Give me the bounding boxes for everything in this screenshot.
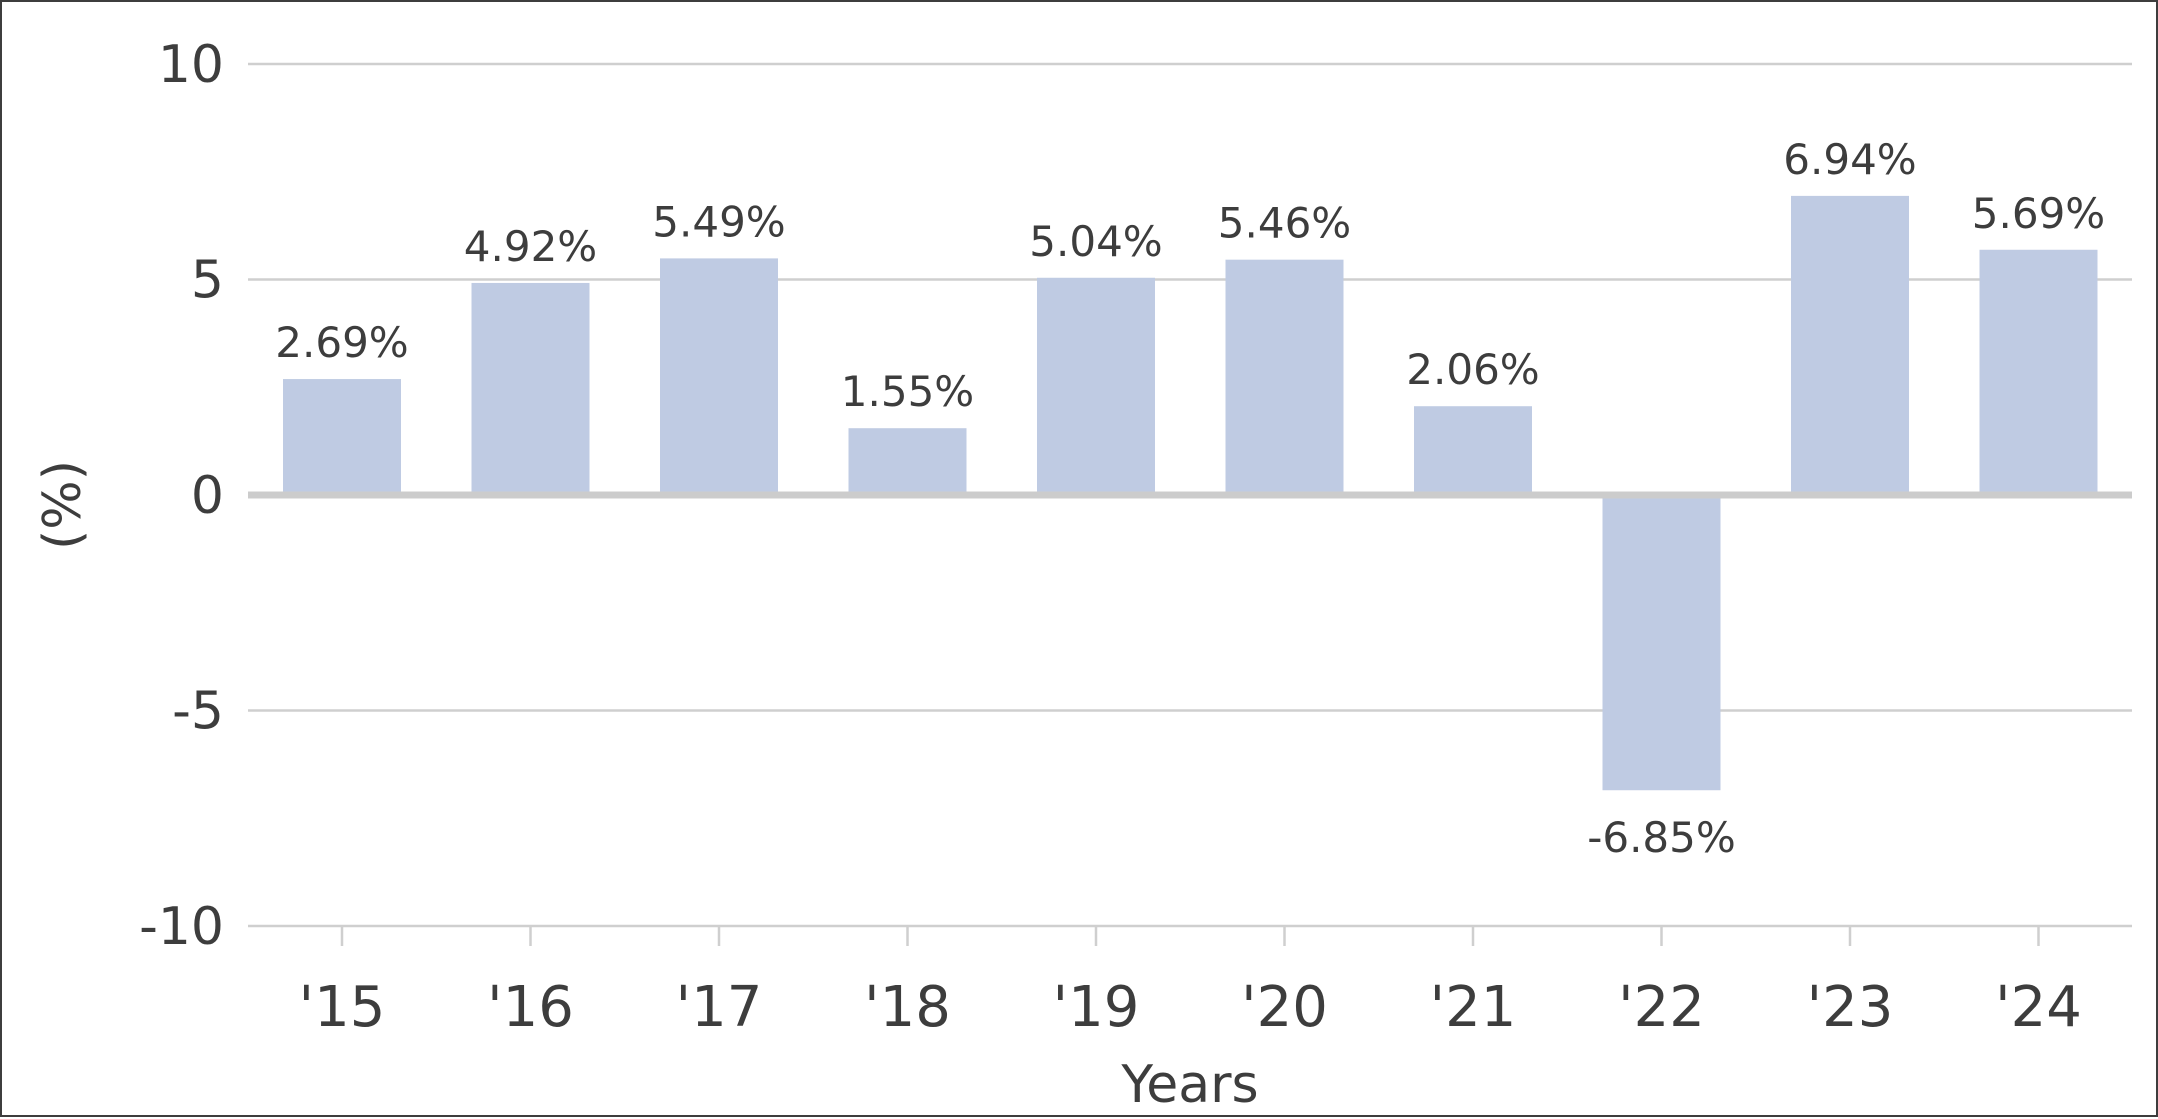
data-label: 1.55% [841,367,974,416]
data-label: 5.46% [1218,199,1351,248]
data-label: -6.85% [1587,813,1736,862]
bar [1225,259,1344,495]
data-label: 4.92% [464,222,597,271]
data-label: 6.94% [1783,135,1916,184]
x-tick-marks [340,926,2040,946]
y-tick-label: -5 [172,682,224,742]
x-tick-label: '17 [676,975,763,1040]
x-tick-label: '20 [1241,975,1328,1040]
x-tick-label: '23 [1807,975,1894,1040]
bar [1602,495,1721,791]
x-tick-label: '24 [1995,975,2082,1040]
y-tick-label: 0 [191,466,224,526]
x-tick-label: '19 [1053,975,1140,1040]
bar [283,379,401,495]
bar [660,258,778,495]
x-tick-label: '22 [1618,975,1705,1040]
data-label: 5.49% [652,197,785,246]
data-label: 2.69% [275,318,408,367]
bar [848,428,967,495]
x-tick-label: '15 [299,975,386,1040]
x-axis-title: Years [1120,1055,1258,1115]
bar [471,282,590,495]
y-axis-title: (%) [33,460,93,550]
x-tick-label: '16 [487,975,574,1040]
data-label: 2.06% [1406,345,1539,394]
bar [1791,195,1909,496]
bar [1414,406,1532,495]
x-tick-label: '21 [1430,975,1517,1040]
x-tick-labels: '15 '16 '17 '18 '19 '20 '21 '22 '23 '24 [299,975,2082,1040]
data-label: 5.69% [1972,189,2105,238]
bar [1037,277,1155,495]
y-tick-label: -10 [139,897,224,957]
y-tick-label: 10 [158,35,224,95]
bars [283,195,2098,791]
data-label: 5.04% [1029,217,1162,266]
y-tick-labels: 10 5 0 -5 -10 [139,35,224,957]
bar [1979,249,2098,495]
x-tick-label: '18 [864,975,951,1040]
data-labels: 2.69% 4.92% 5.49% 1.55% 5.04% 5.46% 2.06% -6.85… [275,135,2105,862]
y-tick-label: 5 [191,251,224,311]
